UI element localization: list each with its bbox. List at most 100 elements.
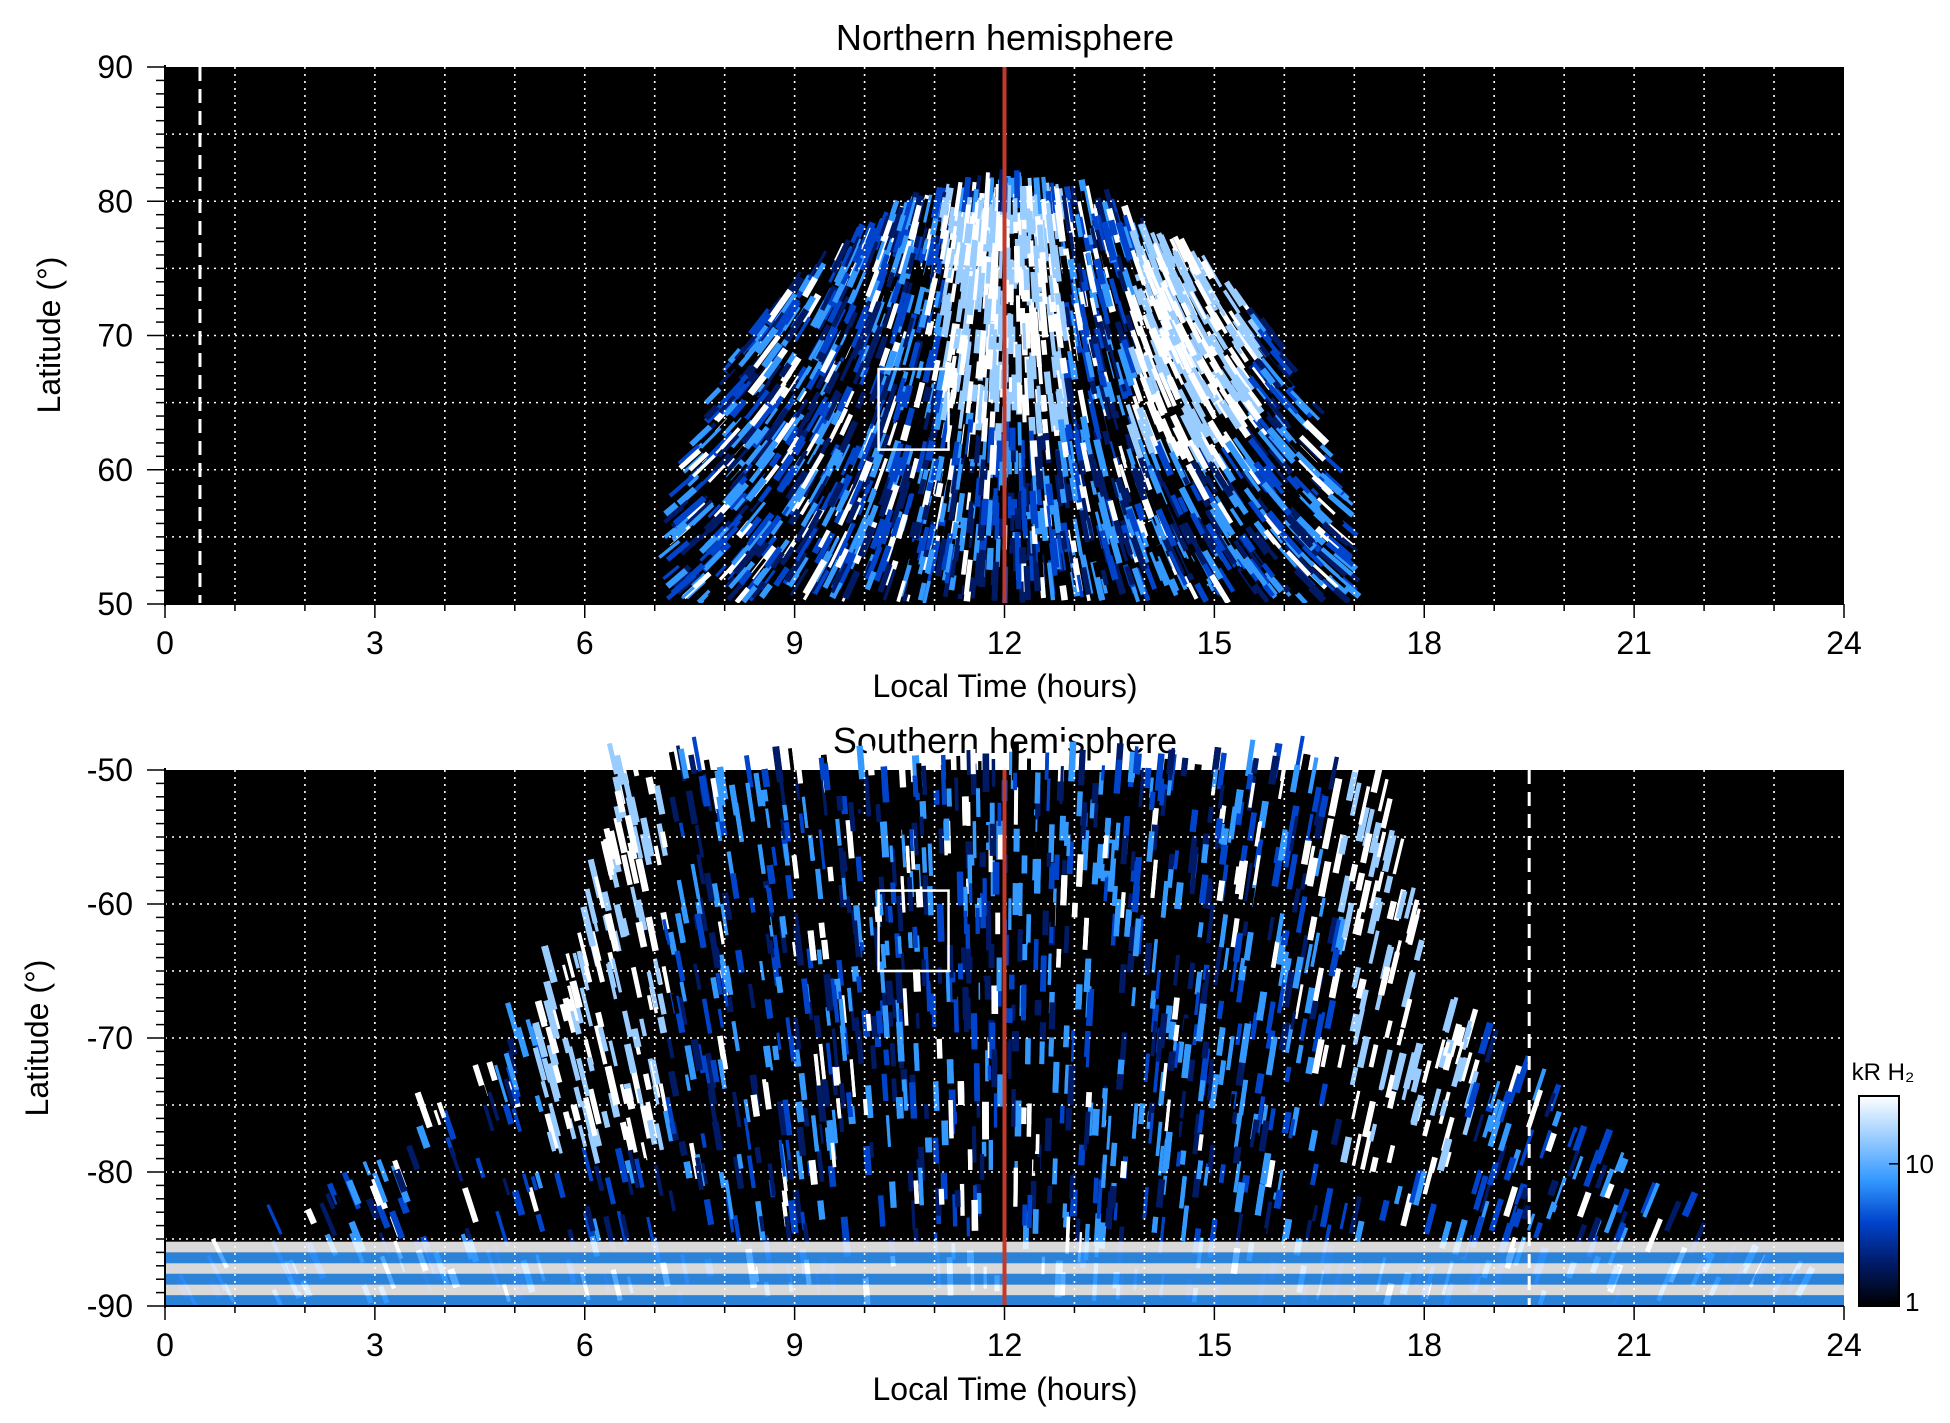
emission-streak [1046,778,1051,812]
emission-streak [1108,533,1123,565]
emission-streak [1049,528,1060,568]
emission-streak [1130,249,1147,286]
emission-streak [1264,397,1292,430]
emission-streak [1040,394,1047,412]
emission-streak [1026,208,1032,240]
emission-streak [885,439,902,474]
emission-streak [1079,303,1091,338]
emission-streak [851,966,860,982]
emission-streak [824,391,843,422]
emission-streak [704,511,726,534]
emission-streak [1224,280,1245,308]
emission-streak [1271,384,1299,415]
emission-streak [1194,279,1212,306]
emission-streak [960,549,969,575]
emission-streak [932,389,944,414]
emission-streak [733,497,746,512]
emission-streak [865,269,880,298]
emission-streak [750,311,772,337]
emission-streak [1247,368,1274,401]
emission-streak [1158,261,1177,297]
emission-streak [1117,347,1135,387]
emission-streak [1174,882,1184,910]
emission-streak [1233,1160,1242,1193]
emission-streak [869,518,886,550]
emission-streak [813,1015,822,1039]
emission-streak [793,555,809,577]
emission-streak [942,445,955,486]
emission-streak [818,829,826,870]
emission-streak [736,1153,744,1169]
emission-streak [835,818,842,846]
emission-streak [495,1210,510,1247]
emission-streak [998,175,1003,212]
emission-streak [919,801,927,819]
emission-streak [1117,270,1128,293]
emission-streak [1066,511,1078,541]
emission-streak [848,517,867,554]
emission-streak [988,204,994,228]
emission-streak [877,1195,886,1227]
emission-streak [1024,235,1031,254]
emission-streak [1362,1100,1376,1138]
emission-streak [1191,400,1212,433]
emission-streak [541,1057,554,1083]
emission-streak [796,412,812,434]
emission-streak [865,325,883,362]
emission-streak [1351,1133,1362,1166]
emission-streak [1250,366,1271,392]
emission-streak [711,1121,724,1151]
emission-streak [1270,557,1296,587]
emission-streak [631,825,644,859]
emission-streak [740,401,755,417]
emission-streak [943,258,951,279]
emission-streak [1092,1177,1099,1204]
emission-streak [810,250,828,277]
emission-streak [927,540,941,572]
emission-streak [1551,1177,1567,1213]
emission-streak [1231,407,1248,429]
emission-streak [1336,546,1353,562]
emission-streak [1069,1189,1078,1217]
emission-streak [1019,547,1027,564]
emission-streak [1216,1000,1225,1020]
emission-streak [905,252,916,275]
emission-streak [936,903,945,942]
emission-streak [1299,434,1327,462]
emission-streak [1124,433,1135,453]
emission-streak [808,360,822,380]
emission-streak [1078,460,1089,487]
emission-streak [930,186,944,219]
emission-streak [657,993,667,1015]
emission-streak [1114,527,1129,562]
emission-streak [815,868,824,900]
emission-streak [1240,1174,1251,1193]
emission-streak [981,417,989,442]
emission-streak [593,1025,608,1065]
emission-streak [1227,346,1246,370]
emission-streak [900,1152,907,1171]
emission-streak [724,1179,735,1220]
emission-streak [782,412,805,443]
emission-streak [1191,560,1209,586]
emission-streak [1155,1178,1166,1208]
emission-streak [779,915,788,938]
emission-streak [865,1013,872,1032]
emission-streak [848,445,862,466]
emission-streak [866,745,875,776]
emission-streak [948,483,960,521]
emission-streak [1526,1213,1536,1231]
emission-streak [939,294,949,316]
emission-streak [955,463,963,490]
emission-streak [717,921,725,945]
emission-streak [1265,1001,1276,1034]
emission-streak [1664,1200,1682,1232]
emission-streak [924,320,935,336]
emission-streak [1207,419,1232,455]
emission-streak [756,380,772,399]
emission-streak [1413,939,1425,962]
emission-streak [946,1059,954,1084]
emission-streak [1024,458,1030,484]
emission-streak [1393,1185,1403,1205]
